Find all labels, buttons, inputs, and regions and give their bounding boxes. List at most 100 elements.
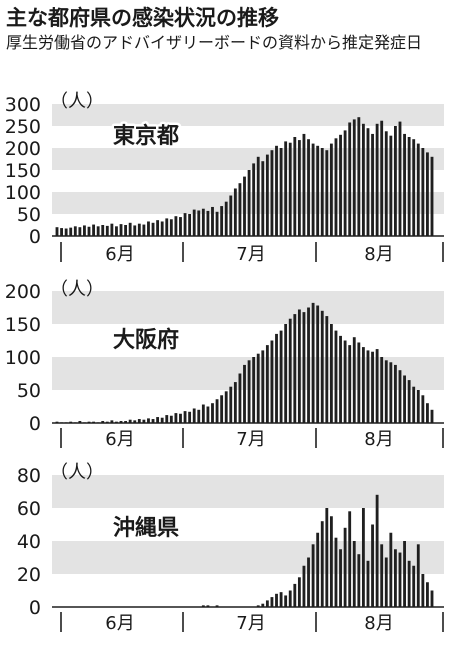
data-bar (371, 133, 374, 236)
data-bar (261, 161, 265, 236)
data-bar (329, 324, 333, 423)
data-bar (201, 605, 205, 607)
data-bar (302, 312, 306, 423)
y-tick-label: 60 (17, 498, 41, 520)
data-bar (398, 370, 402, 423)
y-tick-label: 100 (5, 182, 41, 204)
data-bar (201, 208, 205, 236)
data-bar (147, 221, 150, 236)
data-bar (279, 592, 283, 607)
data-bar (211, 403, 214, 423)
data-bar (403, 375, 406, 423)
data-bar (316, 532, 320, 607)
y-tick-label: 0 (29, 597, 41, 619)
data-bar (320, 148, 324, 236)
data-bar (165, 218, 169, 236)
data-bar (160, 417, 164, 423)
x-month-label: 8月 (364, 613, 393, 634)
data-bar (316, 145, 320, 236)
data-bar (151, 222, 155, 236)
data-bar (366, 128, 370, 236)
y-tick-label: 50 (17, 204, 41, 226)
y-tick-label: 100 (5, 347, 41, 369)
x-month-label: 7月 (236, 429, 265, 450)
data-bar (206, 605, 210, 607)
data-bar (407, 380, 411, 423)
chart-title: 主な都府県の感染状況の推移 (6, 6, 279, 30)
data-bar (339, 134, 342, 236)
x-month-label: 6月 (105, 244, 134, 265)
data-bar (215, 605, 219, 607)
data-bar (275, 333, 278, 423)
data-bar (348, 122, 352, 236)
data-bar (371, 351, 374, 423)
data-bar (380, 357, 384, 423)
data-bar (252, 357, 256, 423)
data-bar (311, 302, 315, 423)
data-bar (361, 123, 365, 236)
data-bar (407, 137, 411, 236)
data-bar (352, 541, 356, 607)
data-bar (302, 133, 306, 236)
data-bar (311, 544, 315, 607)
data-bar (238, 373, 242, 423)
data-bar (243, 364, 246, 423)
data-bar (302, 565, 306, 607)
data-bar (137, 419, 141, 423)
data-bar (105, 225, 109, 236)
data-bar (275, 145, 278, 236)
data-bar (343, 340, 347, 423)
data-bar (398, 552, 402, 607)
data-bar (96, 226, 100, 236)
data-bar (188, 214, 192, 236)
data-bar (426, 403, 429, 423)
data-bar (233, 188, 237, 236)
data-bar (320, 310, 324, 423)
y-unit-label: （人） (50, 91, 104, 112)
data-bar (325, 316, 329, 423)
y-tick-label: 0 (29, 413, 41, 435)
data-bar (256, 156, 260, 236)
data-bar (256, 353, 260, 423)
x-month-label: 6月 (105, 613, 134, 634)
panel-title: 沖縄県 (113, 516, 179, 541)
data-bar (297, 140, 301, 236)
data-bar (394, 364, 397, 423)
data-bar (270, 340, 274, 423)
y-tick-label: 50 (17, 380, 41, 402)
data-bar (334, 537, 338, 607)
data-bar (133, 225, 137, 236)
data-bar (220, 395, 224, 423)
data-bar (55, 227, 59, 236)
data-bar (384, 557, 388, 607)
data-bar (339, 335, 342, 423)
data-bar (192, 408, 196, 423)
data-bar (380, 544, 384, 607)
data-bar (407, 560, 411, 607)
data-bar (174, 413, 178, 423)
data-bar (206, 406, 210, 423)
grid-band (52, 541, 444, 574)
data-bar (430, 590, 434, 607)
data-bar (325, 150, 329, 236)
data-bar (64, 228, 68, 236)
data-bar (394, 126, 397, 236)
data-bar (389, 362, 393, 423)
x-month-label: 8月 (364, 244, 393, 265)
x-month-label: 8月 (364, 429, 393, 450)
data-bar (288, 590, 292, 607)
data-bar (156, 417, 160, 423)
x-month-label: 7月 (236, 244, 265, 265)
data-bar (421, 395, 425, 423)
data-bar (297, 309, 301, 423)
data-bar (233, 382, 237, 423)
data-bar (215, 211, 219, 236)
data-bar (403, 133, 406, 236)
data-bar (357, 342, 361, 423)
data-bar (73, 226, 77, 236)
data-bar (284, 141, 288, 236)
data-bar (361, 347, 365, 423)
data-bar (334, 330, 338, 423)
data-bar (142, 224, 146, 236)
y-tick-label: 200 (5, 138, 41, 160)
